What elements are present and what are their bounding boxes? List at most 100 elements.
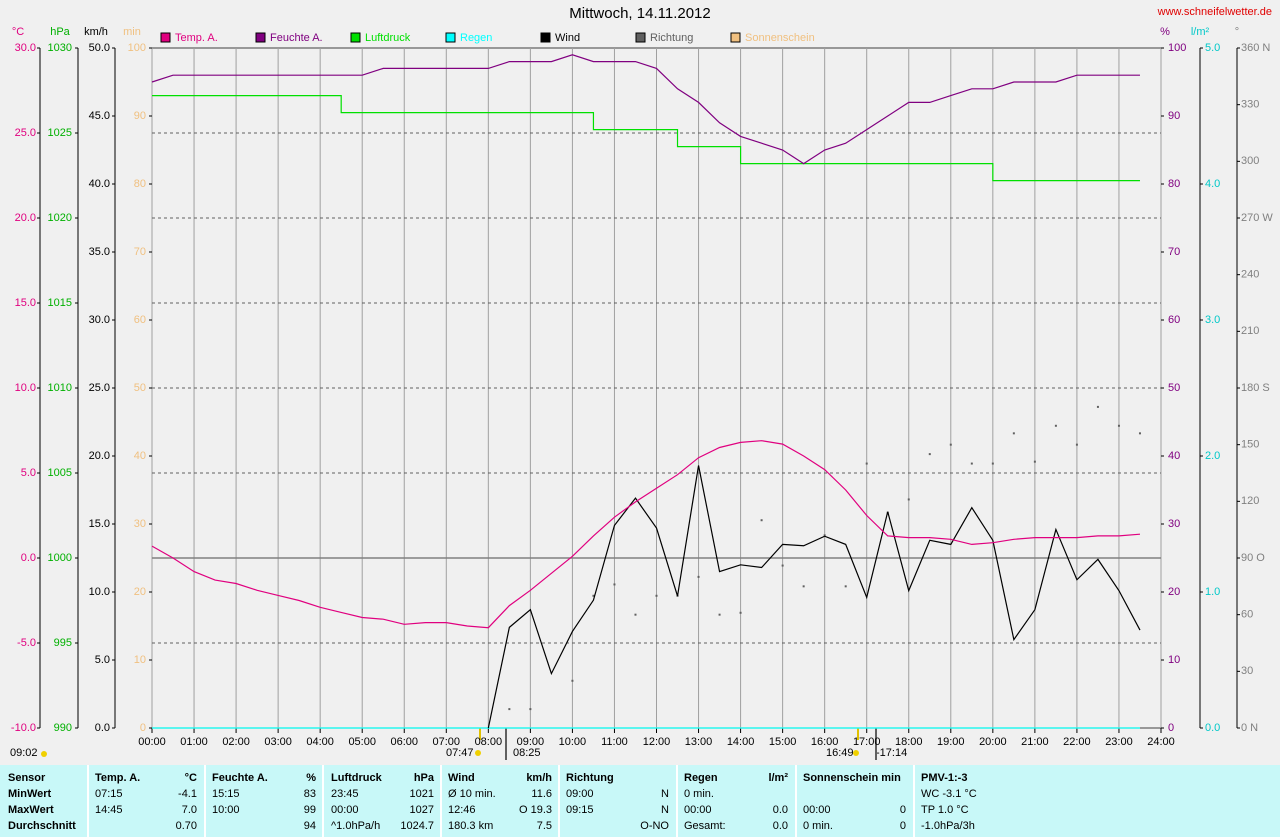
table-cell: 83 <box>304 788 316 800</box>
direction-dot <box>1096 405 1099 408</box>
table-cell: 0.70 <box>176 820 197 832</box>
x-tick-label: 18:00 <box>895 736 923 748</box>
table-header: Sensor <box>8 772 46 784</box>
table-header: Temp. A. <box>95 772 140 784</box>
y-tick-label: 10.0 <box>15 382 36 394</box>
y-tick-label: 45.0 <box>89 110 110 122</box>
table-cell: Gesamt: <box>684 820 726 832</box>
legend-swatch <box>350 32 361 43</box>
table-cell: Durchschnitt <box>8 820 76 832</box>
direction-dot <box>844 585 847 588</box>
table-cell: 09:15 <box>566 804 594 816</box>
table-cell: 10:00 <box>212 804 240 816</box>
x-tick-label: 00:00 <box>138 736 166 748</box>
table-cell: ^1.0hPa/h <box>331 820 380 832</box>
table-cell: -4.1 <box>178 788 197 800</box>
table-cell: O-NO <box>640 820 669 832</box>
legend-swatch <box>730 32 741 43</box>
y-tick-label: 50 <box>134 382 146 394</box>
x-tick-label: 01:00 <box>180 736 208 748</box>
y-tick-label: 5.0 <box>21 467 36 479</box>
y-tick-label: 0 <box>140 722 146 734</box>
y-tick-label: 1030 <box>48 42 72 54</box>
table-cell: N <box>661 788 669 800</box>
series-line <box>151 54 1140 165</box>
y-tick-label: 60 <box>134 314 146 326</box>
table-cell: -1.0hPa/3h <box>921 820 975 832</box>
x-tick-label: 21:00 <box>1021 736 1049 748</box>
y-tick-label: 70 <box>134 246 146 258</box>
axis-unit: ° <box>1235 26 1239 38</box>
y-tick-label: 35.0 <box>89 246 110 258</box>
table-cell: 00:00 <box>803 804 831 816</box>
legend-label: Temp. A. <box>175 32 218 44</box>
y-tick-label: 40 <box>134 450 146 462</box>
table-header: PMV-1:-3 <box>921 772 967 784</box>
source: www.schneifelwetter.de <box>1157 6 1272 18</box>
table-cell: 15:15 <box>212 788 240 800</box>
axis-unit: min <box>123 26 141 38</box>
y-tick-label: 360 N <box>1241 42 1270 54</box>
table-cell: 7.0 <box>182 804 197 816</box>
series-line <box>152 95 1140 182</box>
y-tick-label: 80 <box>1168 178 1180 190</box>
y-tick-label: 60 <box>1241 609 1253 621</box>
legend-label: Sonnenschein <box>745 32 815 44</box>
table-cell: 07:15 <box>95 788 123 800</box>
x-tick-label: 12:00 <box>643 736 671 748</box>
y-tick-label: 0.0 <box>95 722 110 734</box>
y-tick-label: 90 O <box>1241 552 1265 564</box>
y-tick-label: 30 <box>1168 518 1180 530</box>
axis-unit: % <box>1160 26 1170 38</box>
y-tick-label: 20.0 <box>15 212 36 224</box>
axis-unit: hPa <box>50 26 70 38</box>
y-tick-label: 25.0 <box>15 127 36 139</box>
x-tick-label: 14:00 <box>727 736 755 748</box>
y-tick-label: 0 N <box>1241 722 1258 734</box>
y-tick-label: 0.0 <box>21 552 36 564</box>
direction-dot <box>718 613 721 616</box>
table-header: Feuchte A. <box>212 772 268 784</box>
sunset: 16:49 <box>826 747 854 759</box>
table-cell: 00:00 <box>684 804 712 816</box>
legend-label: Richtung <box>650 32 693 44</box>
direction-dot <box>1054 424 1057 427</box>
y-tick-label: 210 <box>1241 325 1259 337</box>
table-cell: 1027 <box>410 804 434 816</box>
y-tick-label: 1000 <box>48 552 72 564</box>
direction-dot <box>865 462 868 465</box>
direction-dot <box>508 708 511 711</box>
table-cell: 99 <box>304 804 316 816</box>
table-cell: Ø 10 min. <box>448 788 496 800</box>
y-tick-label: 30.0 <box>89 314 110 326</box>
y-tick-label: 90 <box>1168 110 1180 122</box>
axis-unit: l/m² <box>1191 26 1210 38</box>
x-tick-label: 07:00 <box>433 736 461 748</box>
x-tick-label: 06:00 <box>390 736 418 748</box>
direction-dot <box>760 519 763 522</box>
table-header: km/h <box>526 772 552 784</box>
table-cell: 0.0 <box>773 804 788 816</box>
table-cell: 180.3 km <box>448 820 493 832</box>
x-tick-label: 13:00 <box>685 736 713 748</box>
direction-dot <box>949 443 952 446</box>
legend-swatch <box>540 32 551 43</box>
legend-swatch <box>635 32 646 43</box>
y-tick-label: 1015 <box>48 297 72 309</box>
table-cell: 0 min. <box>803 820 833 832</box>
legend-swatch <box>445 32 456 43</box>
x-tick-label: 11:00 <box>601 736 628 748</box>
direction-dot <box>802 585 805 588</box>
y-tick-label: 15.0 <box>15 297 36 309</box>
legend-label: Wind <box>555 32 580 44</box>
y-tick-label: 1020 <box>48 212 72 224</box>
table-header: Richtung <box>566 772 614 784</box>
table-cell: O 19.3 <box>519 804 552 816</box>
x-tick-label: 04:00 <box>306 736 334 748</box>
table-cell: MaxWert <box>8 804 54 816</box>
x-tick-label: 10:00 <box>559 736 587 748</box>
y-tick-label: 180 S <box>1241 382 1270 394</box>
table-cell: 14:45 <box>95 804 123 816</box>
x-tick-label: 03:00 <box>264 736 292 748</box>
